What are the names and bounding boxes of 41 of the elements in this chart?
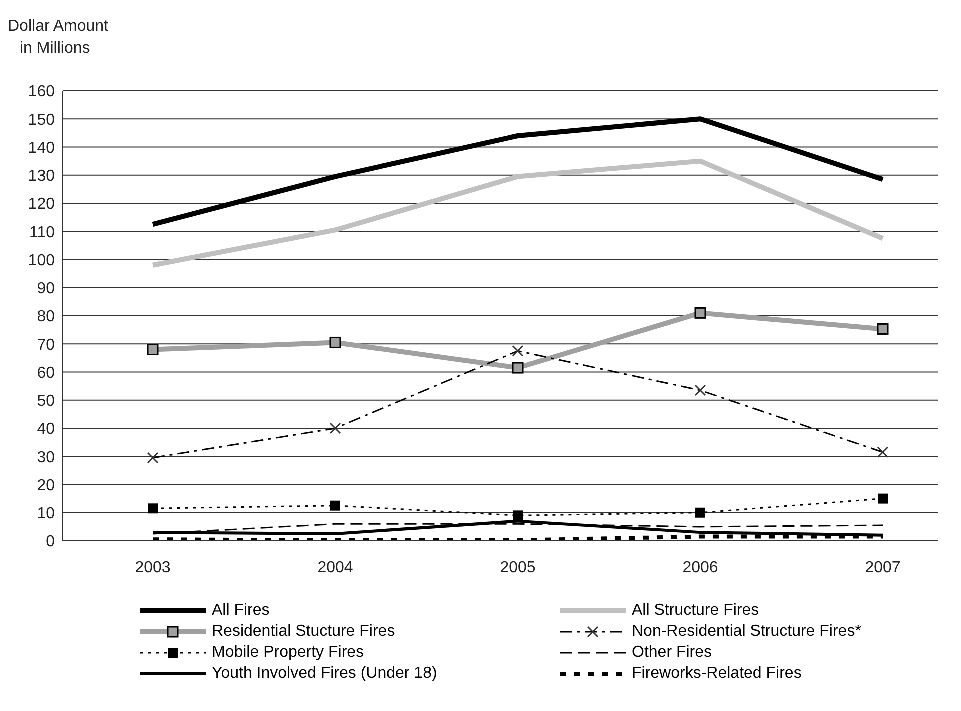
y-tick-label: 70 xyxy=(37,336,56,354)
legend-label: Residential Stucture Fires xyxy=(212,622,396,640)
legend-label: Non-Residential Structure Fires* xyxy=(632,622,862,640)
y-tick-label: 110 xyxy=(29,224,56,242)
legend-label: Other Fires xyxy=(632,644,712,662)
y-tick-label: 10 xyxy=(37,506,56,523)
x-tick-label: 2007 xyxy=(865,559,901,576)
y-tick-label: 160 xyxy=(28,84,56,101)
y-tick-label: 20 xyxy=(37,477,56,494)
legend-label: All Structure Fires xyxy=(632,602,760,620)
point xyxy=(694,307,706,319)
point xyxy=(147,344,159,356)
y-tick-label: 80 xyxy=(37,308,56,326)
point xyxy=(512,362,524,374)
x-tick-label: 2003 xyxy=(135,559,171,576)
point xyxy=(878,494,888,504)
y-tick-label: 50 xyxy=(37,393,56,410)
point xyxy=(330,336,342,348)
y-tick-label: 60 xyxy=(37,364,56,382)
point xyxy=(148,504,158,514)
legend-label: Fireworks-Related Fires xyxy=(632,664,802,682)
y-tick-label: 120 xyxy=(28,196,56,214)
y-axis-title: Dollar Amount in Millions xyxy=(8,17,110,59)
legend-label: Youth Involved Fires (Under 18) xyxy=(212,664,438,682)
y-tick-label: 40 xyxy=(37,421,56,438)
x-tick-label: 2004 xyxy=(318,559,354,576)
y-tick-label: 0 xyxy=(46,534,56,551)
point xyxy=(877,323,889,335)
legend-label: Mobile Property Fires xyxy=(212,644,364,662)
y-tick-label: 150 xyxy=(28,112,56,129)
x-tick-label: 2006 xyxy=(682,559,718,576)
point xyxy=(696,508,706,518)
y-tick-label: 90 xyxy=(37,280,56,298)
y-tick-label: 140 xyxy=(28,140,56,157)
y-tick-label: 100 xyxy=(28,252,56,270)
x-tick-label: 2005 xyxy=(500,559,536,576)
point xyxy=(513,510,523,521)
y-tick-label: 30 xyxy=(37,449,56,466)
legend-label: All Fires xyxy=(212,602,270,620)
point xyxy=(330,500,340,511)
y-tick-label: 130 xyxy=(28,168,56,186)
